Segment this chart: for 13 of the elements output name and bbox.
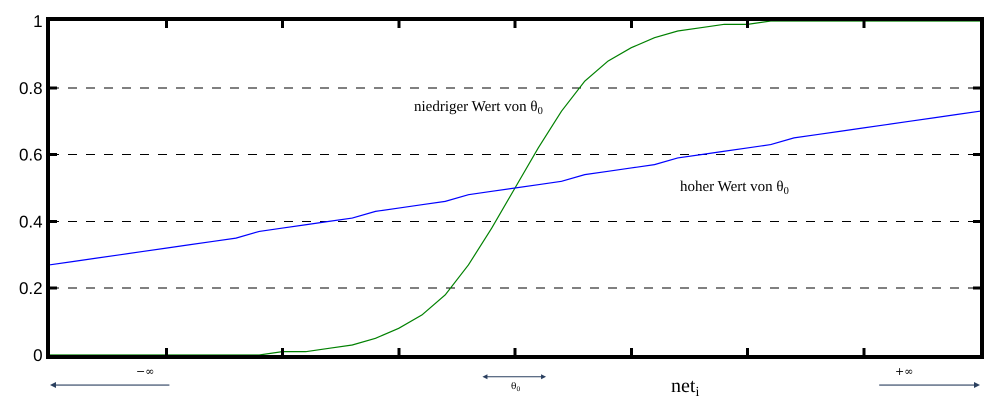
y-tick-label: 0.8 (18, 78, 43, 98)
text: +∞ (895, 365, 914, 378)
x-axis-title: net$_{i}$ (671, 375, 700, 400)
y-tick-label: 1 (33, 12, 43, 31)
line-series (50, 21, 980, 355)
y-tick-label: 0.2 (18, 279, 43, 298)
y-tick-label: 0 (33, 346, 43, 365)
y-tick-label: 0.4 (18, 212, 43, 232)
y-tick-label: 0.6 (18, 146, 43, 165)
text: −∞ (136, 365, 154, 378)
series-label: hoher Wert von θ$_{0}$ (680, 179, 789, 198)
series-label: niedriger Wert von θ$_{0}$ (414, 99, 543, 118)
text: θ$_{0}$ (511, 382, 520, 393)
